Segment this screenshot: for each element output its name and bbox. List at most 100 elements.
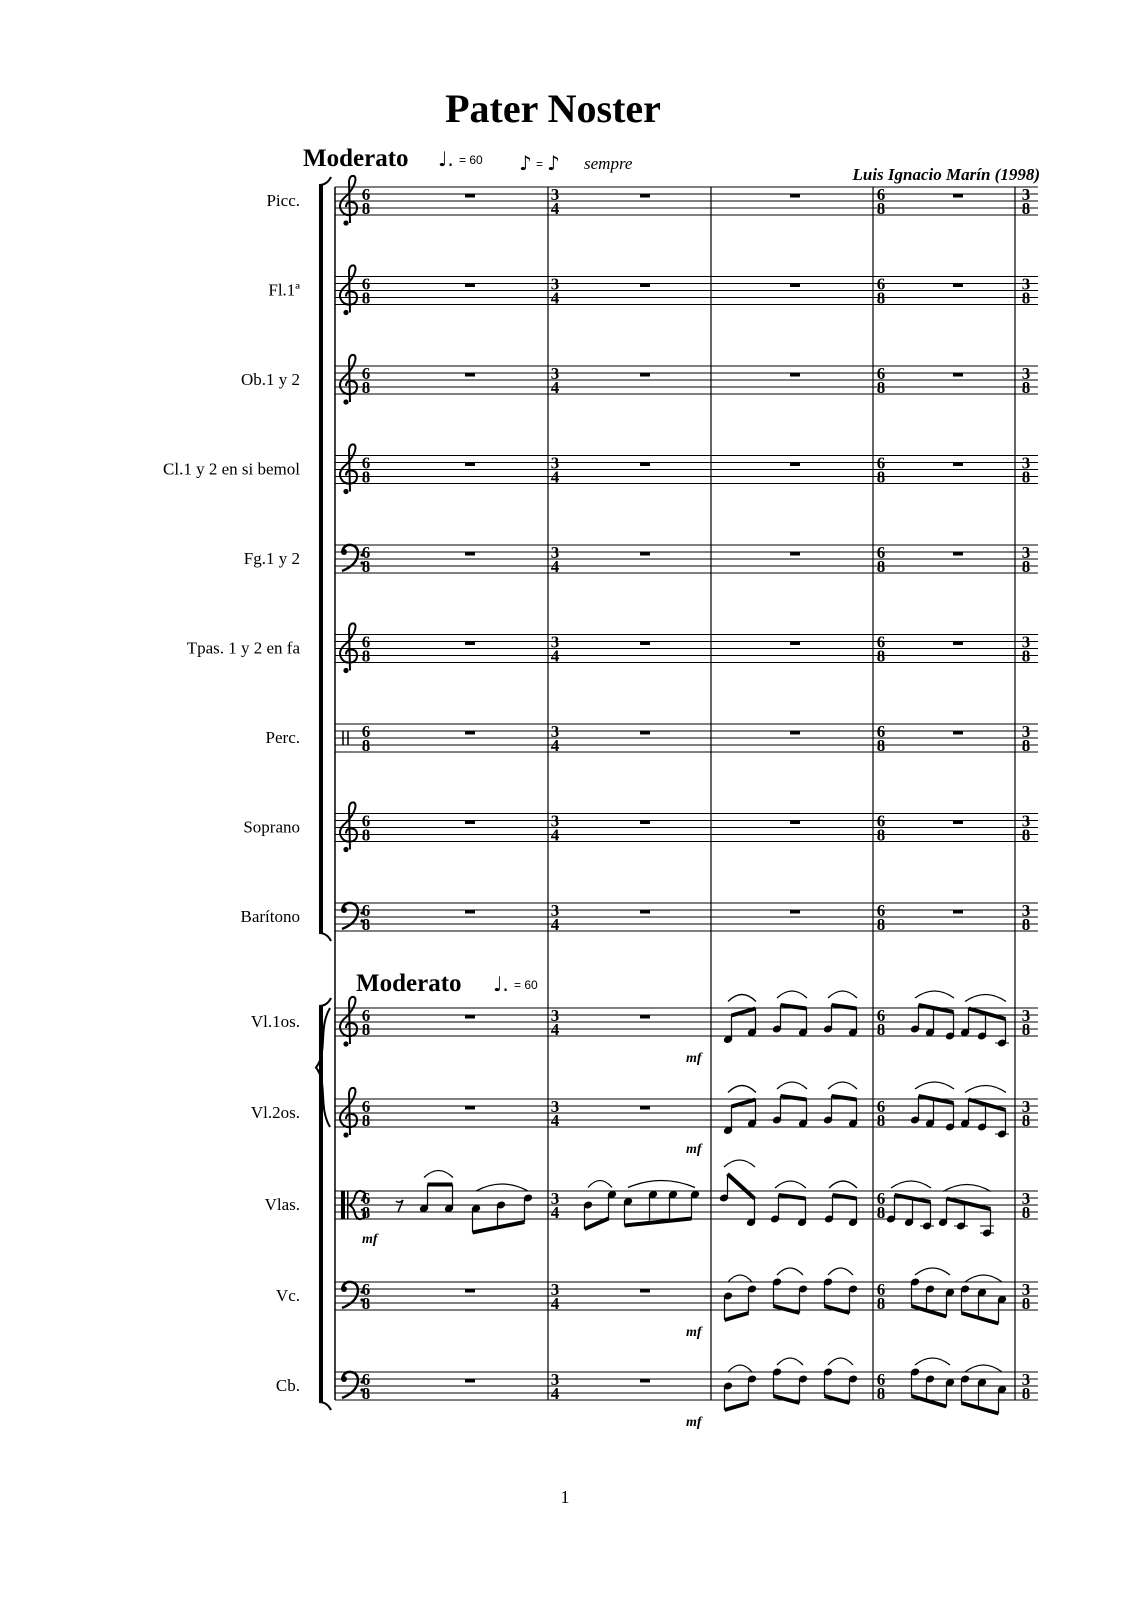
instrument-label: Tpas. 1 y 2 en fa xyxy=(187,639,301,658)
beamed-note-group xyxy=(960,1364,1007,1416)
treble-clef-stroke xyxy=(339,1086,359,1136)
bass-clef-curve xyxy=(340,1370,360,1400)
alto-clef-curve xyxy=(348,1189,367,1206)
time-signature-top: 6 xyxy=(877,633,886,652)
time-signature-top: 6 xyxy=(362,275,371,294)
beam xyxy=(823,1304,851,1315)
measure-rest xyxy=(790,194,800,198)
slur xyxy=(475,1183,529,1192)
slur xyxy=(964,1364,1003,1373)
time-signature-bottom: 4 xyxy=(551,378,560,397)
time-signature-top: 3 xyxy=(551,275,560,294)
time-signature-bottom: 8 xyxy=(877,1384,886,1403)
note-head xyxy=(945,1379,955,1386)
time-signature-top: 3 xyxy=(551,364,560,383)
beamed-note-group xyxy=(723,1364,757,1412)
slur xyxy=(727,1084,757,1093)
time-signature-bottom: 8 xyxy=(362,736,371,755)
time-signature-bottom: 8 xyxy=(362,378,371,397)
alto-clef-curve xyxy=(348,1204,367,1221)
note-head xyxy=(419,1205,429,1212)
instrument-label: Vl.2os. xyxy=(251,1103,300,1122)
note-head xyxy=(997,1386,1007,1393)
note-head xyxy=(747,1285,757,1293)
time-signature-bottom: 8 xyxy=(362,647,371,666)
time-signature-top: 3 xyxy=(551,722,560,741)
note-head xyxy=(910,1025,920,1033)
note-head xyxy=(496,1201,506,1209)
eighth-note-icon: ♪ xyxy=(519,151,532,175)
note-head xyxy=(960,1375,970,1383)
treble-clef-icon xyxy=(339,353,359,405)
time-signature-bottom: 8 xyxy=(1022,915,1031,934)
beamed-note-group xyxy=(910,1357,955,1409)
bass-clef-icon xyxy=(340,901,364,931)
slur xyxy=(776,990,808,999)
winds-bracket xyxy=(319,185,323,933)
instrument-label: Fl.1ª xyxy=(268,281,300,300)
time-signature-top: 3 xyxy=(1022,275,1031,294)
beamed-note-group xyxy=(823,1081,858,1127)
measure-rest xyxy=(953,731,963,735)
note-head xyxy=(444,1205,454,1212)
slur xyxy=(827,1357,854,1366)
tempo-value: = 60 xyxy=(459,153,483,167)
slur xyxy=(423,1169,454,1178)
measure-rest xyxy=(465,462,475,466)
note-head xyxy=(747,1375,757,1383)
time-signature-bottom: 8 xyxy=(1022,647,1031,666)
treble-clef-dot xyxy=(343,220,349,226)
dynamic-mf: mf xyxy=(686,1051,703,1066)
note-head xyxy=(945,1289,955,1296)
note-head xyxy=(583,1201,593,1209)
time-signature-top: 6 xyxy=(877,1097,886,1116)
note-head xyxy=(746,1219,756,1226)
treble-clef-stroke xyxy=(339,622,359,671)
note-head xyxy=(925,1285,935,1293)
measure-rest xyxy=(640,283,650,287)
beam xyxy=(894,1193,931,1204)
measure-rest xyxy=(465,731,475,735)
alto-clef-bar xyxy=(347,1191,349,1219)
time-signature-bottom: 8 xyxy=(1022,1111,1031,1130)
instrument-label: Soprano xyxy=(243,818,300,837)
treble-clef-dot xyxy=(343,1132,349,1138)
time-signature-top: 6 xyxy=(877,364,886,383)
note-head xyxy=(997,1296,1007,1303)
time-signature-top: 6 xyxy=(362,722,371,741)
beam xyxy=(946,1196,991,1211)
measure-rest xyxy=(640,641,650,645)
dotted-quarter-note-icon: ♩. xyxy=(438,147,454,171)
slur xyxy=(776,1081,808,1090)
note-head xyxy=(797,1219,807,1226)
treble-clef-icon xyxy=(339,264,359,316)
time-signature-bottom: 8 xyxy=(877,378,886,397)
note-head xyxy=(960,1120,970,1127)
beamed-note-group xyxy=(770,1180,807,1226)
time-signature-top: 3 xyxy=(1022,1006,1031,1025)
bracket-hook xyxy=(318,176,332,186)
beam xyxy=(472,1220,525,1235)
slur xyxy=(964,993,1007,1003)
time-signature-top: 3 xyxy=(1022,1370,1031,1389)
eighth-note-icon: ♪ xyxy=(547,151,560,175)
bass-clef-dot xyxy=(360,1290,364,1294)
time-signature-top: 3 xyxy=(1022,633,1031,652)
measure-rest xyxy=(640,1106,650,1110)
note-head xyxy=(471,1205,481,1212)
treble-clef-icon xyxy=(339,443,359,495)
measure-rest xyxy=(465,283,475,287)
time-signature-bottom: 8 xyxy=(877,736,886,755)
slur xyxy=(890,1180,932,1189)
time-signature-bottom: 8 xyxy=(1022,378,1031,397)
tempo-label: Moderato xyxy=(303,145,409,172)
time-signature-top: 3 xyxy=(551,1370,560,1389)
note-head xyxy=(607,1191,617,1198)
note-head xyxy=(798,1120,808,1127)
